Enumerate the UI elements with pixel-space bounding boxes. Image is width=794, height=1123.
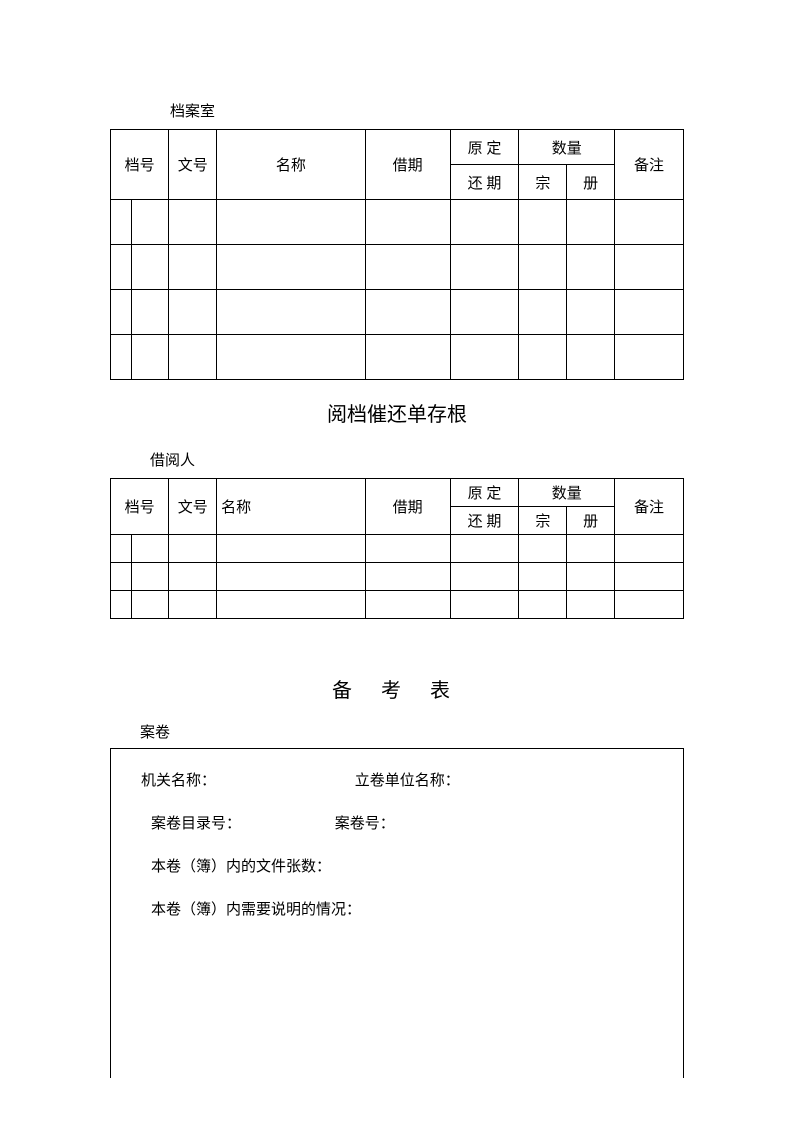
case-no-label: 案卷号： xyxy=(335,812,395,833)
info-box: 机关名称： 立卷单位名称： 案卷目录号： 案卷号： 本卷（簿）内的文件张数： 本… xyxy=(110,748,684,1078)
org-name-label: 机关名称： xyxy=(141,769,351,790)
reference-table-title: 备 考 表 xyxy=(110,674,684,703)
table-borrower: 档号 文号 名称 借期 原 定 数量 备注 还 期 宗 册 xyxy=(110,478,684,619)
th-ce: 册 xyxy=(567,507,615,535)
th-loan: 借期 xyxy=(365,479,450,535)
th-name: 名称 xyxy=(217,479,366,535)
th-quantity: 数量 xyxy=(519,479,614,507)
table-row xyxy=(111,200,684,245)
case-file-label: 案卷 xyxy=(140,721,684,742)
catalog-no-label: 案卷目录号： xyxy=(151,812,331,833)
th-doc-no: 文号 xyxy=(169,479,217,535)
table-row xyxy=(111,535,684,563)
stub-title: 阅档催还单存根 xyxy=(110,398,684,427)
pages-label: 本卷（簿）内的文件张数： xyxy=(151,855,683,876)
table-archive: 档号 文号 名称 借期 原 定 数量 备注 还 期 宗 册 xyxy=(110,129,684,380)
borrower-label: 借阅人 xyxy=(150,449,684,470)
th-doc-no: 文号 xyxy=(169,130,217,200)
th-ce: 册 xyxy=(567,165,615,200)
th-return: 还 期 xyxy=(450,507,519,535)
th-zong: 宗 xyxy=(519,165,567,200)
th-return: 还 期 xyxy=(450,165,519,200)
th-zong: 宗 xyxy=(519,507,567,535)
th-original-due: 原 定 xyxy=(450,130,519,165)
archive-room-label: 档案室 xyxy=(170,100,684,121)
table-row xyxy=(111,335,684,380)
th-remark: 备注 xyxy=(614,130,683,200)
th-file-no: 档号 xyxy=(111,130,169,200)
table-row xyxy=(111,245,684,290)
th-quantity: 数量 xyxy=(519,130,614,165)
table-row xyxy=(111,290,684,335)
table-row xyxy=(111,591,684,619)
table-row xyxy=(111,563,684,591)
th-file-no: 档号 xyxy=(111,479,169,535)
filing-unit-label: 立卷单位名称： xyxy=(355,769,460,790)
th-original-due: 原 定 xyxy=(450,479,519,507)
th-name: 名称 xyxy=(217,130,366,200)
th-remark: 备注 xyxy=(614,479,683,535)
notes-label: 本卷（簿）内需要说明的情况： xyxy=(151,898,683,919)
th-loan: 借期 xyxy=(365,130,450,200)
